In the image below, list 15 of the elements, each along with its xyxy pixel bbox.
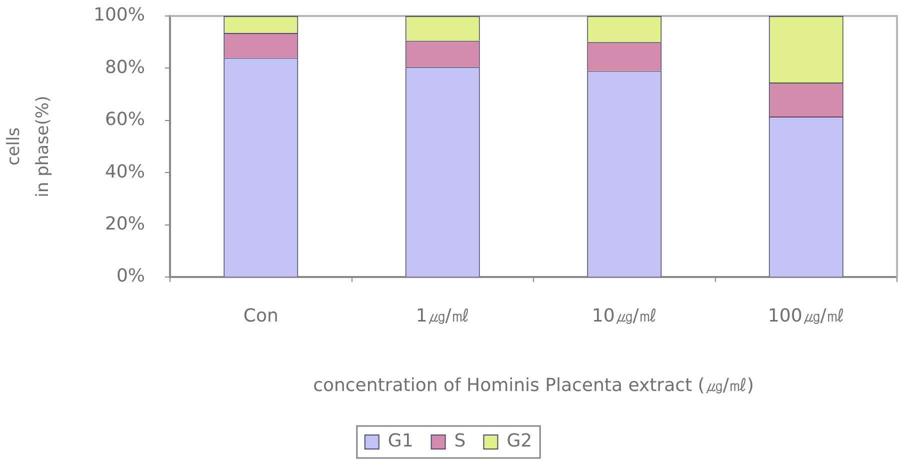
- y-tick-label: 40%: [104, 161, 145, 182]
- legend-label: G1: [388, 430, 414, 452]
- y-tick-label: 80%: [104, 56, 145, 78]
- x-axis-title: concentration of Hominis Placenta extract (㎍/㎖): [313, 374, 754, 396]
- x-tick-label: 100㎍/㎖: [768, 305, 844, 326]
- legend-label: S: [454, 430, 466, 452]
- legend-label: G2: [506, 430, 532, 452]
- y-tick-label: 60%: [104, 109, 145, 130]
- y-tick-label: 0%: [116, 266, 145, 287]
- x-tick-label: 10㎍/㎖: [592, 305, 657, 326]
- y-tick-label: 100%: [94, 4, 145, 26]
- x-tick-label: 1㎍/㎖: [416, 305, 470, 326]
- x-tick-label: Con: [243, 305, 278, 326]
- y-tick-label: 20%: [104, 213, 145, 234]
- y-axis-title: cells in phase(%): [4, 96, 53, 198]
